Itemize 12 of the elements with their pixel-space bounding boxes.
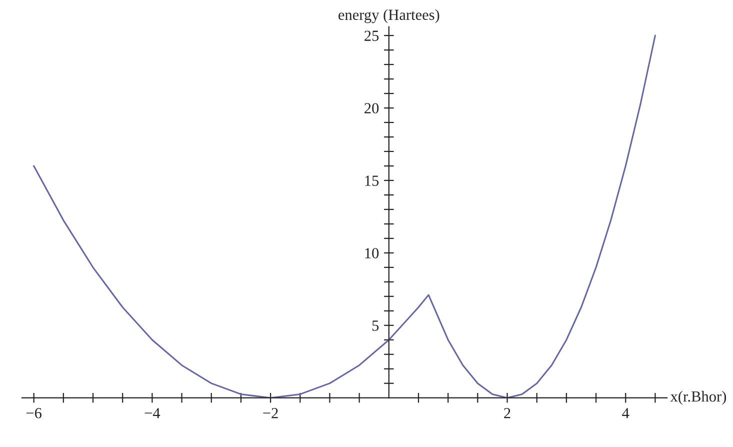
y-axis-title: energy (Hartees): [338, 9, 440, 24]
x-tick-label: −6: [26, 408, 42, 418]
y-tick-label: 15: [365, 176, 379, 186]
x-tick-label: −2: [263, 408, 278, 418]
x-tick-label: −4: [144, 408, 160, 418]
y-tick-label: 5: [372, 320, 379, 331]
x-axis-title: x(r.Bhor): [670, 390, 726, 405]
y-tick-label: 20: [364, 103, 379, 114]
x-tick-label: 4: [622, 408, 630, 418]
x-tick-label: 2: [504, 408, 510, 418]
y-tick-label: 25: [364, 30, 379, 41]
y-tick-label: 10: [365, 248, 379, 258]
